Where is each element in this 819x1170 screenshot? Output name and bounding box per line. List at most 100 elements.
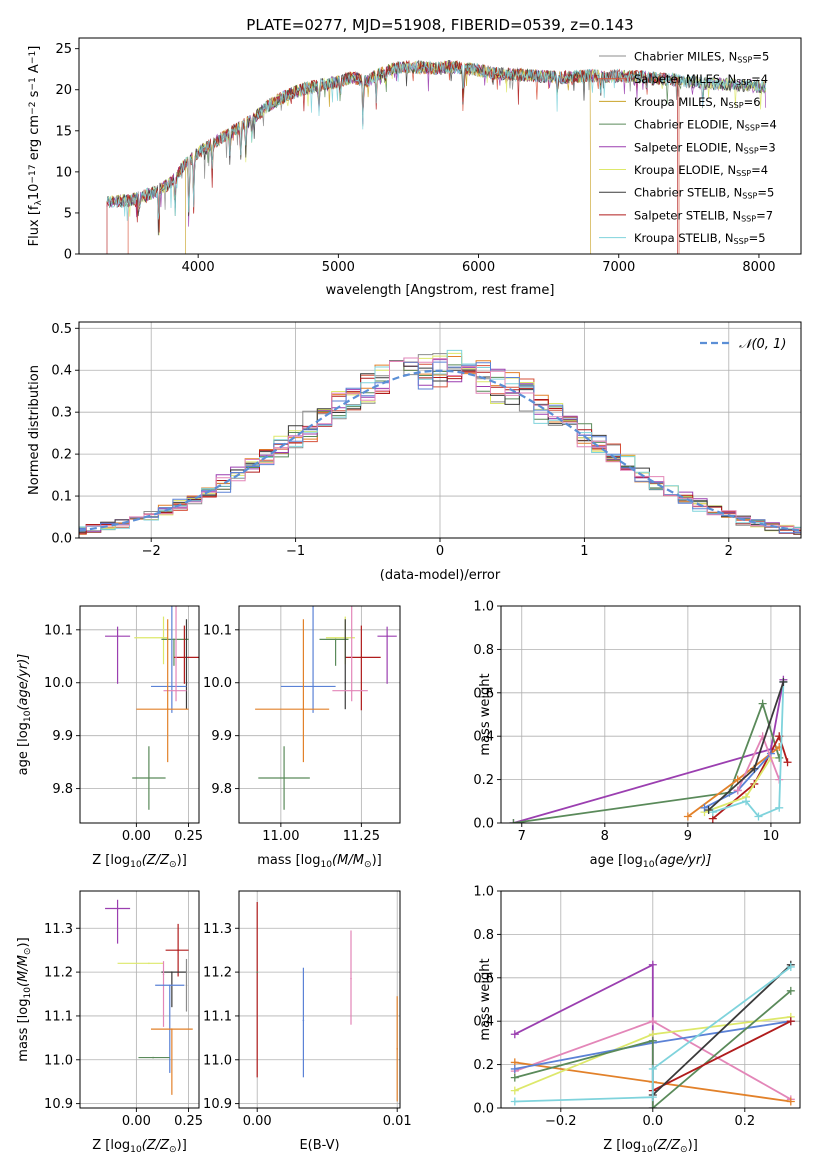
x-tick-label: 0.25 (174, 829, 203, 844)
x-tick-label: 0.25 (174, 1114, 203, 1129)
x-tick-label: −0.2 (545, 1114, 577, 1129)
panel-mass-weight-vs-z: −0.2 0.0 0.2 0.0 0.2 0.4 0.6 0.8 1.0 Z [log10(Z/Z… (473, 885, 801, 1155)
plot-area-spectrum (106, 59, 767, 254)
x-tick-label: 9 (684, 829, 692, 844)
weight-marker (648, 1017, 657, 1026)
x-axis-label: Z [log10(Z/Z⊙)] (603, 1138, 698, 1155)
weight-marker (775, 803, 784, 812)
x-tick-label: 7000 (602, 260, 635, 275)
weight-marker (510, 1086, 519, 1095)
weight-marker (786, 1017, 795, 1026)
weight-marker (648, 1093, 657, 1102)
y-tick-label: 0.6 (473, 686, 494, 701)
panel-age-vs-mass: 11.00 11.25 9.8 9.9 10.0 10.1 mass [log10(M/M⊙… (203, 605, 401, 870)
weight-marker (786, 1097, 795, 1106)
data-point (162, 636, 165, 639)
y-axis-label: Flux [fλ10−17 erg cm−2 s−1 A−1] (27, 46, 44, 247)
data-point (166, 708, 169, 711)
data-point (185, 984, 188, 987)
data-point (183, 656, 186, 659)
x-tick-label: 0.01 (383, 1114, 412, 1129)
weight-marker (683, 812, 692, 821)
legend-label: 𝒩(0, 1) (739, 337, 786, 352)
data-point (171, 685, 173, 688)
legend-label: Chabrier ELODIE, NSSP=4 (634, 118, 777, 133)
y-tick-label: 20 (55, 83, 72, 98)
axes-frame (78, 37, 802, 255)
weight-series-chabrier_stelib (652, 964, 792, 1096)
weight-marker (754, 812, 763, 821)
y-tick-label: 1.0 (473, 600, 494, 615)
legend-label: Kroupa STELIB, NSSP=5 (634, 231, 766, 246)
x-tick-label: 0.00 (122, 1114, 151, 1129)
data-point (396, 1048, 399, 1050)
y-tick-label: 0.0 (51, 532, 72, 547)
y-tick-label: 1.0 (473, 885, 494, 900)
x-tick-label: 0.00 (243, 1114, 272, 1129)
x-tick-label: −2 (142, 544, 161, 559)
weight-marker (733, 775, 742, 784)
weight-marker (700, 803, 709, 812)
axes-frame (238, 605, 401, 824)
y-tick-label: 11.1 (203, 1009, 232, 1024)
y-tick-label: 10.9 (203, 1097, 232, 1112)
data-point (283, 777, 285, 779)
x-tick-label: 1 (580, 544, 588, 559)
weight-marker (786, 962, 795, 971)
y-tick-label: 0.0 (473, 1102, 494, 1117)
panel-mass-weight-vs-age: 7 8 9 10 0.0 0.2 0.4 0.6 0.8 1.0 age [log10(age/yr… (473, 600, 801, 870)
data-point (302, 708, 305, 711)
y-tick-label: 25 (55, 42, 72, 57)
y-axis-label: mass [log10(M/M⊙)] (16, 937, 33, 1061)
x-axis-label: E(B-V) (299, 1138, 339, 1153)
legend-label: Salpeter STELIB, NSSP=7 (634, 208, 773, 223)
weight-marker (648, 1104, 657, 1108)
axes-frame (238, 890, 401, 1109)
x-tick-label: 0 (436, 544, 444, 559)
y-tick-label: 0.2 (51, 448, 72, 463)
data-point (350, 689, 353, 692)
y-tick-label: 0.6 (473, 971, 494, 986)
weight-marker (783, 758, 792, 767)
normal-curve (79, 369, 801, 532)
weight-series-kroupa_stelib (514, 966, 792, 1103)
weight-marker (779, 677, 788, 686)
data-point (185, 681, 188, 684)
weight-marker (733, 786, 742, 795)
y-tick-label: 9.9 (52, 729, 73, 744)
plot-area-residuals (79, 322, 801, 538)
y-tick-label: 11.2 (44, 966, 73, 981)
y-tick-label: 11.3 (203, 922, 232, 937)
y-tick-label: 0.1 (51, 490, 72, 505)
x-tick-label: 11.25 (343, 829, 380, 844)
x-tick-label: 0.0 (642, 1114, 663, 1129)
y-axis-label: mass weight (478, 673, 493, 755)
y-axis-label: mass weight (478, 958, 493, 1040)
weight-marker (510, 1030, 519, 1039)
data-point (256, 971, 259, 973)
y-tick-label: 0.3 (51, 406, 72, 421)
y-tick-label: 10.1 (44, 623, 73, 638)
x-tick-label: 8 (601, 829, 609, 844)
y-tick-label: 9.8 (52, 782, 73, 797)
data-point (312, 685, 314, 688)
x-tick-label: 2 (725, 544, 733, 559)
plot-area-age-vs-z (80, 606, 199, 823)
spectrum-series-chabrier_stelib (106, 59, 767, 236)
panel-age-vs-z: 0.00 0.25 9.8 9.9 10.0 10.1 Z [log10(Z/Z⊙)] age… (16, 605, 203, 870)
panel-mass-vs-z: 0.00 0.25 10.9 11.0 11.1 11.2 11.3 Z [log10(Z/Z… (16, 890, 203, 1155)
spectrum-series-kroupa_stelib (106, 60, 767, 221)
x-tick-label: 4000 (182, 260, 215, 275)
y-tick-label: 0.4 (473, 1015, 494, 1030)
x-axis-label: age [log10(age/yr)] (590, 853, 712, 870)
y-tick-label: 11.1 (44, 1009, 73, 1024)
data-point (350, 977, 352, 980)
data-point (116, 907, 119, 910)
x-tick-label: 7 (518, 829, 526, 844)
x-axis-label: Z [log10(Z/Z⊙)] (92, 853, 187, 870)
data-point (171, 971, 173, 973)
plot-area-mass-weight-vs-z (501, 891, 800, 1108)
y-tick-label: 11.3 (44, 922, 73, 937)
x-axis-label: mass [log10(M/M⊙)] (257, 853, 381, 870)
